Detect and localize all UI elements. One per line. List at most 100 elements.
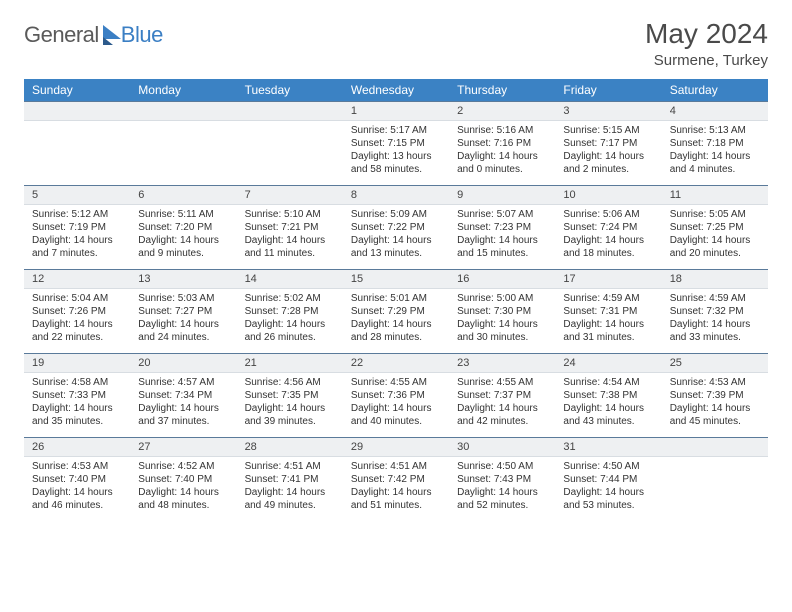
daylight-line: Daylight: 14 hours and 39 minutes. bbox=[245, 402, 335, 428]
day-cell: 25Sunrise: 4:53 AMSunset: 7:39 PMDayligh… bbox=[662, 353, 768, 437]
daylight-line: Daylight: 14 hours and 24 minutes. bbox=[138, 318, 228, 344]
daylight-line: Daylight: 14 hours and 33 minutes. bbox=[670, 318, 760, 344]
sunset-line: Sunset: 7:19 PM bbox=[32, 221, 122, 234]
day-header-thursday: Thursday bbox=[449, 79, 555, 101]
daylight-line: Daylight: 14 hours and 49 minutes. bbox=[245, 486, 335, 512]
sunrise-line: Sunrise: 4:58 AM bbox=[32, 376, 122, 389]
sunrise-line: Sunrise: 4:52 AM bbox=[138, 460, 228, 473]
daylight-line: Daylight: 14 hours and 20 minutes. bbox=[670, 234, 760, 260]
day-cell: 2Sunrise: 5:16 AMSunset: 7:16 PMDaylight… bbox=[449, 101, 555, 185]
daylight-line: Daylight: 14 hours and 52 minutes. bbox=[457, 486, 547, 512]
sunrise-line: Sunrise: 4:53 AM bbox=[32, 460, 122, 473]
day-content: Sunrise: 4:50 AMSunset: 7:43 PMDaylight:… bbox=[449, 457, 555, 516]
day-number: 25 bbox=[662, 354, 768, 372]
daylight-line: Daylight: 14 hours and 4 minutes. bbox=[670, 150, 760, 176]
day-cell: 26Sunrise: 4:53 AMSunset: 7:40 PMDayligh… bbox=[24, 437, 130, 521]
sunrise-line: Sunrise: 4:59 AM bbox=[670, 292, 760, 305]
day-number: 1 bbox=[343, 102, 449, 120]
sunrise-line: Sunrise: 5:03 AM bbox=[138, 292, 228, 305]
day-number: 26 bbox=[24, 438, 130, 456]
day-cell: 27Sunrise: 4:52 AMSunset: 7:40 PMDayligh… bbox=[130, 437, 236, 521]
day-header-wednesday: Wednesday bbox=[343, 79, 449, 101]
day-cell: 24Sunrise: 4:54 AMSunset: 7:38 PMDayligh… bbox=[555, 353, 661, 437]
day-header-sunday: Sunday bbox=[24, 79, 130, 101]
logo: General Blue bbox=[24, 18, 163, 48]
day-content: Sunrise: 5:17 AMSunset: 7:15 PMDaylight:… bbox=[343, 121, 449, 180]
sunset-line: Sunset: 7:23 PM bbox=[457, 221, 547, 234]
day-cell: 8Sunrise: 5:09 AMSunset: 7:22 PMDaylight… bbox=[343, 185, 449, 269]
day-cell: 6Sunrise: 5:11 AMSunset: 7:20 PMDaylight… bbox=[130, 185, 236, 269]
day-number: 18 bbox=[662, 270, 768, 288]
day-number: 23 bbox=[449, 354, 555, 372]
sunset-line: Sunset: 7:24 PM bbox=[563, 221, 653, 234]
sunset-line: Sunset: 7:22 PM bbox=[351, 221, 441, 234]
daylight-line: Daylight: 14 hours and 40 minutes. bbox=[351, 402, 441, 428]
day-number: 11 bbox=[662, 186, 768, 204]
sunset-line: Sunset: 7:31 PM bbox=[563, 305, 653, 318]
day-content: Sunrise: 4:59 AMSunset: 7:32 PMDaylight:… bbox=[662, 289, 768, 348]
day-content: Sunrise: 5:06 AMSunset: 7:24 PMDaylight:… bbox=[555, 205, 661, 264]
sunrise-line: Sunrise: 5:17 AM bbox=[351, 124, 441, 137]
day-number: 22 bbox=[343, 354, 449, 372]
sunset-line: Sunset: 7:29 PM bbox=[351, 305, 441, 318]
day-header-saturday: Saturday bbox=[662, 79, 768, 101]
day-content: Sunrise: 5:02 AMSunset: 7:28 PMDaylight:… bbox=[237, 289, 343, 348]
day-content: Sunrise: 4:54 AMSunset: 7:38 PMDaylight:… bbox=[555, 373, 661, 432]
week-row: 1Sunrise: 5:17 AMSunset: 7:15 PMDaylight… bbox=[24, 101, 768, 185]
sunset-line: Sunset: 7:15 PM bbox=[351, 137, 441, 150]
sunset-line: Sunset: 7:35 PM bbox=[245, 389, 335, 402]
logo-text-general: General bbox=[24, 22, 99, 48]
sunrise-line: Sunrise: 5:07 AM bbox=[457, 208, 547, 221]
day-content: Sunrise: 4:56 AMSunset: 7:35 PMDaylight:… bbox=[237, 373, 343, 432]
day-number: 3 bbox=[555, 102, 661, 120]
day-cell: 13Sunrise: 5:03 AMSunset: 7:27 PMDayligh… bbox=[130, 269, 236, 353]
day-cell: 4Sunrise: 5:13 AMSunset: 7:18 PMDaylight… bbox=[662, 101, 768, 185]
day-cell: 29Sunrise: 4:51 AMSunset: 7:42 PMDayligh… bbox=[343, 437, 449, 521]
day-number: 7 bbox=[237, 186, 343, 204]
day-content: Sunrise: 5:13 AMSunset: 7:18 PMDaylight:… bbox=[662, 121, 768, 180]
sunrise-line: Sunrise: 4:55 AM bbox=[457, 376, 547, 389]
day-cell: 5Sunrise: 5:12 AMSunset: 7:19 PMDaylight… bbox=[24, 185, 130, 269]
daylight-line: Daylight: 14 hours and 48 minutes. bbox=[138, 486, 228, 512]
sunset-line: Sunset: 7:18 PM bbox=[670, 137, 760, 150]
day-content: Sunrise: 4:58 AMSunset: 7:33 PMDaylight:… bbox=[24, 373, 130, 432]
sunset-line: Sunset: 7:40 PM bbox=[32, 473, 122, 486]
day-content: Sunrise: 4:50 AMSunset: 7:44 PMDaylight:… bbox=[555, 457, 661, 516]
day-cell bbox=[130, 101, 236, 185]
day-header-friday: Friday bbox=[555, 79, 661, 101]
day-number: 27 bbox=[130, 438, 236, 456]
day-number: 9 bbox=[449, 186, 555, 204]
day-number: 14 bbox=[237, 270, 343, 288]
day-content: Sunrise: 5:10 AMSunset: 7:21 PMDaylight:… bbox=[237, 205, 343, 264]
sunrise-line: Sunrise: 4:57 AM bbox=[138, 376, 228, 389]
day-number: 13 bbox=[130, 270, 236, 288]
daylight-line: Daylight: 14 hours and 37 minutes. bbox=[138, 402, 228, 428]
daylight-line: Daylight: 14 hours and 35 minutes. bbox=[32, 402, 122, 428]
daylight-line: Daylight: 14 hours and 43 minutes. bbox=[563, 402, 653, 428]
day-number: 15 bbox=[343, 270, 449, 288]
day-content: Sunrise: 5:12 AMSunset: 7:19 PMDaylight:… bbox=[24, 205, 130, 264]
daylight-line: Daylight: 14 hours and 11 minutes. bbox=[245, 234, 335, 260]
day-number: 6 bbox=[130, 186, 236, 204]
sunset-line: Sunset: 7:33 PM bbox=[32, 389, 122, 402]
sunrise-line: Sunrise: 4:53 AM bbox=[670, 376, 760, 389]
sunrise-line: Sunrise: 4:51 AM bbox=[245, 460, 335, 473]
day-number: 21 bbox=[237, 354, 343, 372]
daylight-line: Daylight: 14 hours and 30 minutes. bbox=[457, 318, 547, 344]
day-content: Sunrise: 4:52 AMSunset: 7:40 PMDaylight:… bbox=[130, 457, 236, 516]
day-content: Sunrise: 5:16 AMSunset: 7:16 PMDaylight:… bbox=[449, 121, 555, 180]
day-number: 31 bbox=[555, 438, 661, 456]
sunset-line: Sunset: 7:42 PM bbox=[351, 473, 441, 486]
day-content: Sunrise: 5:09 AMSunset: 7:22 PMDaylight:… bbox=[343, 205, 449, 264]
day-cell: 15Sunrise: 5:01 AMSunset: 7:29 PMDayligh… bbox=[343, 269, 449, 353]
sunset-line: Sunset: 7:41 PM bbox=[245, 473, 335, 486]
day-cell: 3Sunrise: 5:15 AMSunset: 7:17 PMDaylight… bbox=[555, 101, 661, 185]
sunset-line: Sunset: 7:36 PM bbox=[351, 389, 441, 402]
sunset-line: Sunset: 7:30 PM bbox=[457, 305, 547, 318]
day-content: Sunrise: 5:04 AMSunset: 7:26 PMDaylight:… bbox=[24, 289, 130, 348]
day-number: 8 bbox=[343, 186, 449, 204]
sunrise-line: Sunrise: 4:50 AM bbox=[457, 460, 547, 473]
day-content: Sunrise: 4:55 AMSunset: 7:36 PMDaylight:… bbox=[343, 373, 449, 432]
day-content: Sunrise: 4:53 AMSunset: 7:39 PMDaylight:… bbox=[662, 373, 768, 432]
day-content: Sunrise: 5:15 AMSunset: 7:17 PMDaylight:… bbox=[555, 121, 661, 180]
